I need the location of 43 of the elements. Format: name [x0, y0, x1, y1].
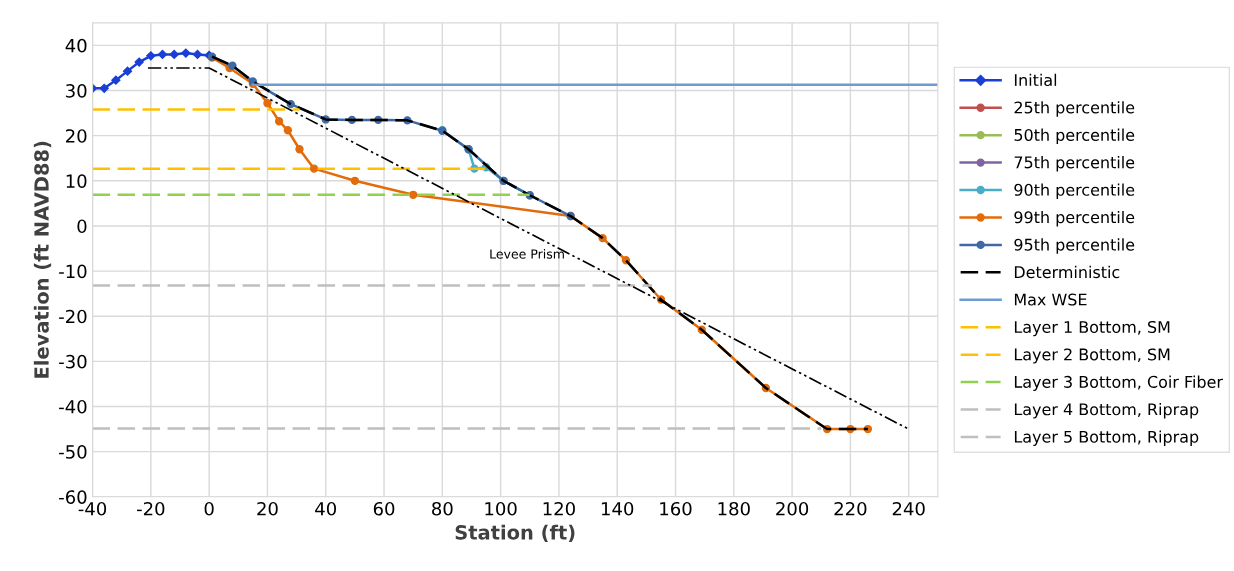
- legend-label: Max WSE: [1014, 293, 1087, 306]
- y-tick-label: 20: [66, 129, 87, 143]
- y-tick-label: -10: [59, 264, 87, 279]
- x-tick-label: 160: [660, 501, 692, 516]
- legend-label: 90th percentile: [1014, 183, 1135, 199]
- y-tick-label: 10: [66, 174, 87, 188]
- x-tick-label: 40: [315, 501, 337, 516]
- x-tick-label: 100: [485, 501, 517, 516]
- y-tick-label: -20: [59, 309, 87, 324]
- y-tick-label: 30: [66, 84, 87, 98]
- x-tick-label: 240: [892, 501, 925, 516]
- y-tick-label: -30: [59, 354, 87, 369]
- legend-label: Layer 3 Bottom, Coir Fiber: [1014, 375, 1223, 391]
- legend-label: 50th percentile: [1014, 128, 1135, 145]
- x-tick-label: 60: [373, 501, 395, 516]
- x-tick-label: 80: [432, 501, 453, 516]
- x-tick-label: 220: [834, 501, 867, 516]
- y-tick-label: 40: [65, 38, 87, 53]
- legend-label: Deterministic: [1014, 265, 1120, 279]
- legend-label: 25th percentile: [1014, 101, 1135, 117]
- x-tick-label: 20: [257, 501, 278, 516]
- x-tick-label: 180: [718, 501, 750, 516]
- legend-label: Initial: [1014, 73, 1057, 87]
- x-tick-label: 140: [601, 501, 634, 516]
- legend-label: Layer 2 Bottom, SM: [1014, 348, 1170, 364]
- legend-label: 99th percentile: [1014, 210, 1135, 227]
- y-axis-title: Elevation (ft NAVD88): [33, 141, 52, 378]
- y-tick-label: -50: [59, 445, 87, 459]
- legend-label: 95th percentile: [1014, 238, 1135, 254]
- y-tick-label: -40: [59, 399, 87, 414]
- x-tick-label: 120: [543, 501, 575, 516]
- y-tick-label: -60: [59, 490, 87, 504]
- legend-label: Layer 4 Bottom, Riprap: [1014, 402, 1199, 419]
- legend-label: Layer 1 Bottom, SM: [1014, 320, 1170, 337]
- annotation: Levee Prism: [490, 249, 564, 259]
- x-tick-label: 200: [776, 501, 809, 516]
- x-axis-title: Station (ft): [455, 524, 575, 542]
- x-tick-label: -20: [136, 501, 165, 516]
- x-tick-label: -40: [78, 501, 107, 516]
- x-tick-label: 0: [204, 501, 214, 516]
- legend-label: 75th percentile: [1014, 156, 1135, 172]
- y-tick-label: 0: [77, 219, 87, 234]
- legend-label: Layer 5 Bottom, Riprap: [1014, 430, 1199, 446]
